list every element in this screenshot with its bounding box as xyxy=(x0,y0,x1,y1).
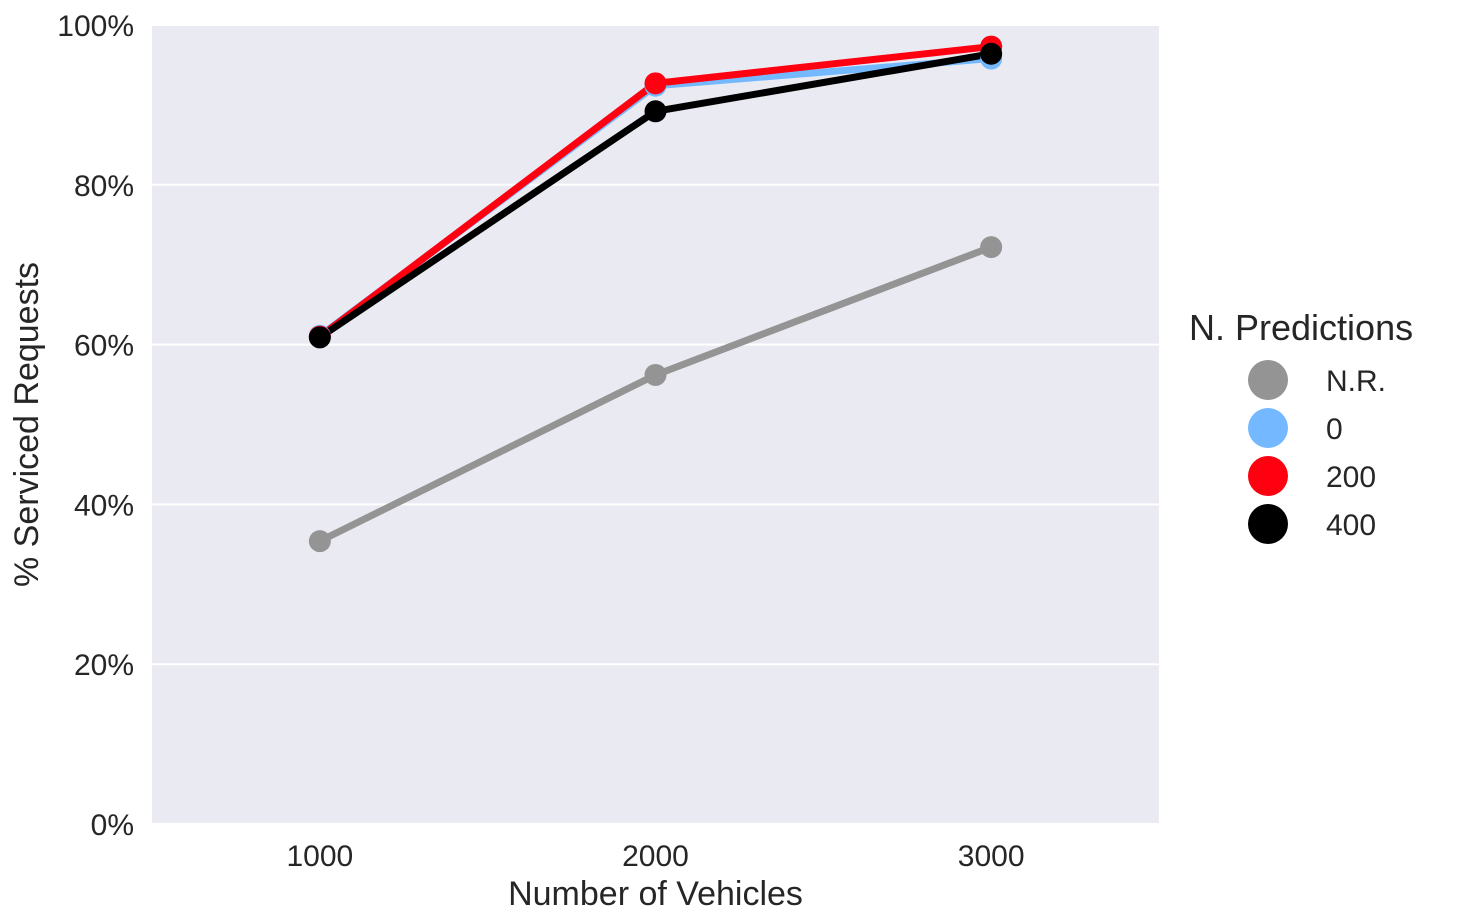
legend-label: 200 xyxy=(1326,461,1376,494)
data-point xyxy=(308,326,331,349)
y-axis-title: % Serviced Requests xyxy=(8,262,46,587)
legend-marker xyxy=(1248,456,1288,496)
y-tick-label: 80% xyxy=(74,170,134,203)
y-tick-label: 0% xyxy=(91,809,134,842)
legend-item: 0 xyxy=(1248,408,1343,448)
legend-marker xyxy=(1248,360,1288,400)
x-axis-ticks: 1000 2000 3000 xyxy=(286,840,1024,873)
y-tick-label: 40% xyxy=(74,489,134,522)
y-tick-label: 60% xyxy=(74,330,134,363)
data-point xyxy=(644,100,667,123)
data-point xyxy=(980,42,1003,65)
legend-label: 0 xyxy=(1326,413,1343,446)
legend-label: 400 xyxy=(1326,509,1376,542)
legend-title: N. Predictions xyxy=(1189,307,1413,348)
x-tick-label: 3000 xyxy=(958,840,1025,873)
series-points xyxy=(308,35,1003,553)
plot-background xyxy=(152,25,1159,824)
y-tick-label: 100% xyxy=(57,10,134,43)
legend-marker xyxy=(1248,408,1288,448)
x-tick-label: 2000 xyxy=(622,840,689,873)
data-point xyxy=(308,530,331,553)
x-axis-title: Number of Vehicles xyxy=(508,875,803,913)
x-tick-label: 1000 xyxy=(286,840,353,873)
y-axis-ticks: 0% 20% 40% 60% 80% 100% xyxy=(57,10,134,842)
data-point xyxy=(644,72,667,95)
y-tick-label: 20% xyxy=(74,649,134,682)
data-point xyxy=(644,363,667,386)
data-point xyxy=(980,236,1003,259)
legend-label: N.R. xyxy=(1326,365,1386,398)
legend-marker xyxy=(1248,504,1288,544)
legend: N. Predictions N.R. 0 200 400 xyxy=(1189,307,1413,544)
legend-item: N.R. xyxy=(1248,360,1386,400)
legend-item: 200 xyxy=(1248,456,1376,496)
legend-item: 400 xyxy=(1248,504,1376,544)
